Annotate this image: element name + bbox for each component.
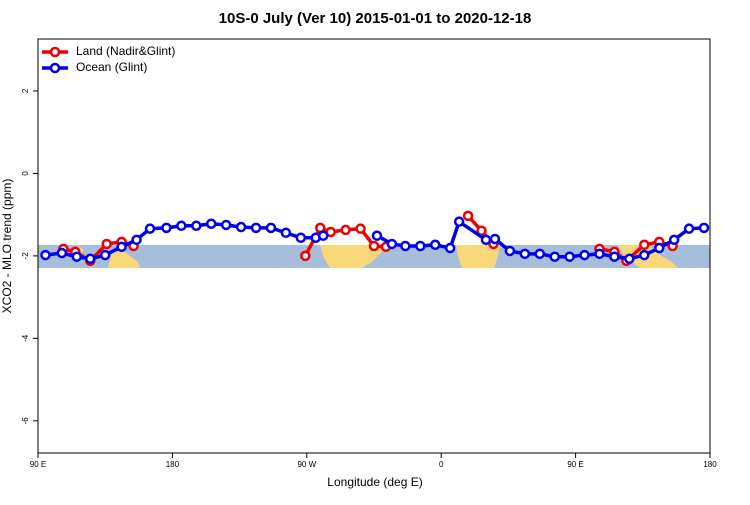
data-point (176, 220, 187, 232)
data-point (220, 219, 232, 231)
x-tick-label: 90 E (30, 460, 46, 469)
data-point (698, 222, 710, 234)
land-patch (320, 245, 388, 268)
data-point (161, 222, 172, 234)
data-point (683, 223, 695, 234)
data-point (317, 230, 329, 241)
data-point (131, 234, 142, 246)
y-tick-label: -6 (21, 417, 30, 425)
data-point (300, 250, 311, 262)
data-point (340, 224, 351, 236)
data-point (371, 230, 383, 241)
plot-frame (37, 38, 711, 454)
data-point (400, 240, 411, 252)
data-point (594, 248, 605, 260)
chart-title: 10S-0 July (Ver 10) 2015-01-01 to 2020-1… (219, 10, 532, 27)
data-point (534, 248, 546, 260)
land-patch (108, 250, 140, 268)
data-point (355, 223, 366, 234)
data-point (250, 222, 262, 234)
data-point (101, 238, 112, 250)
data-point (191, 220, 202, 232)
data-point (295, 232, 307, 244)
legend-marker (49, 62, 61, 74)
legend-marker (49, 46, 61, 58)
data-point (579, 249, 590, 261)
x-tick-label: 90 W (297, 460, 316, 469)
x-tick-label: 90 E (567, 460, 583, 469)
data-point (429, 239, 441, 251)
data-point (624, 253, 635, 265)
data-point (609, 251, 620, 262)
x-axis-label: Longitude (deg E) (327, 475, 422, 489)
data-point (639, 249, 650, 261)
data-point (71, 251, 83, 262)
data-point (265, 222, 277, 234)
data-point (668, 234, 680, 246)
data-point (549, 251, 560, 262)
data-point (462, 210, 474, 222)
data-point (415, 240, 426, 252)
data-point (56, 247, 68, 259)
data-point (489, 233, 501, 245)
data-point (205, 218, 217, 229)
y-tick-label: 2 (21, 88, 30, 93)
data-point (504, 245, 516, 257)
data-point (653, 242, 665, 254)
x-tick-label: 180 (166, 460, 180, 469)
x-tick-label: 180 (703, 460, 717, 469)
data-point (480, 234, 492, 246)
land-patch (456, 245, 500, 268)
data-point (564, 251, 575, 262)
data-point (85, 253, 96, 265)
data-point (386, 238, 398, 250)
data-point (99, 249, 111, 261)
data-point (235, 221, 247, 233)
data-point (116, 241, 127, 253)
x-tick-label: 0 (439, 460, 444, 469)
data-point (444, 242, 456, 254)
data-point (639, 239, 650, 251)
legend-label: Ocean (Glint) (76, 60, 147, 74)
y-tick-label: -2 (21, 252, 30, 260)
data-point (144, 223, 156, 234)
data-point (40, 249, 51, 261)
data-point (368, 240, 380, 252)
data-point (453, 216, 465, 227)
data-point (519, 248, 531, 260)
y-axis-label: XCO2 - MLO trend (ppm) (0, 179, 14, 314)
legend-label: Land (Nadir&Glint) (76, 44, 175, 58)
data-point (280, 227, 292, 239)
y-tick-label: 0 (21, 171, 30, 176)
y-tick-label: -4 (21, 334, 30, 342)
